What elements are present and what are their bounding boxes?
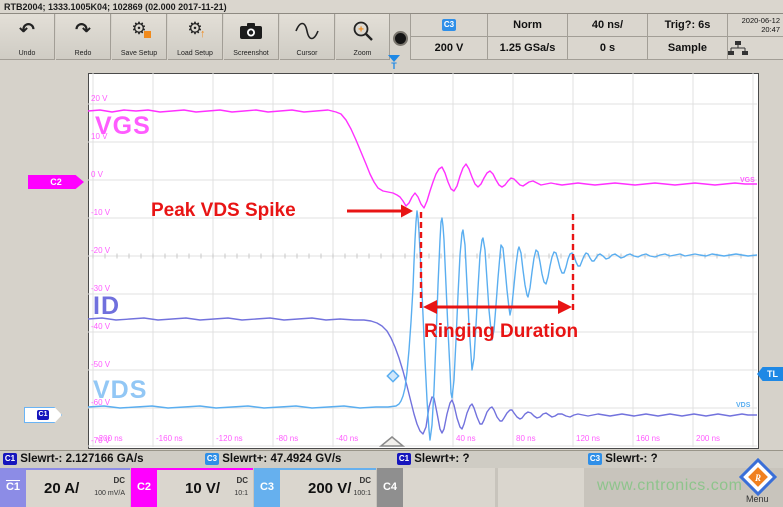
- knob-icon[interactable]: [393, 31, 408, 46]
- rohde-schwarz-logo[interactable]: R: [735, 454, 781, 500]
- c1-position-marker[interactable]: C1: [24, 407, 62, 423]
- gear-load-icon: ⚙ ↑: [187, 19, 206, 40]
- svg-text:R: R: [754, 473, 761, 483]
- acquisition-mode-cell[interactable]: Sample: [647, 37, 727, 60]
- y-tick-label: -60 V: [91, 398, 111, 407]
- measurement-2[interactable]: C3 Slewrt+: 47.4924 GV/s: [205, 453, 342, 466]
- magnifier-icon: +: [336, 19, 389, 43]
- gear-save-icon: ⚙: [112, 19, 166, 43]
- watermark: www.cntronics.com: [597, 477, 743, 494]
- date-label: 2020-06-12: [741, 16, 780, 25]
- ringing-arrow-left-head: [423, 300, 437, 314]
- vds-edge-label: VDS: [736, 402, 751, 409]
- channel-c2-info[interactable]: 10 V/ DC 10:1: [157, 468, 253, 507]
- y-tick-label: -30 V: [91, 284, 111, 293]
- c3-badge: C3: [205, 453, 219, 465]
- peak-vds-spike-label: Peak VDS Spike: [151, 200, 296, 221]
- x-tick-label: 200 ns: [696, 434, 721, 443]
- channel-c1-info[interactable]: 20 A/ DC 100 mV/A: [26, 468, 130, 507]
- vgs-trace-label: VGS: [95, 112, 151, 140]
- trace-id: [88, 317, 757, 435]
- peak-arrow-head: [401, 204, 413, 218]
- y-tick-label: -10 V: [91, 208, 111, 217]
- channel-c4-info[interactable]: [403, 468, 495, 507]
- camera-icon: [224, 19, 278, 43]
- ringing-arrow-right-head: [558, 300, 572, 314]
- network-icon: [728, 41, 748, 55]
- trigger-source-badge: C3: [442, 19, 456, 32]
- x-tick-label: -40 ns: [336, 434, 359, 443]
- y-tick-label: -70 V: [91, 436, 111, 445]
- measurement-3[interactable]: C1 Slewrt+: ?: [397, 453, 470, 466]
- redo-button[interactable]: ↷ Redo: [56, 14, 111, 60]
- x-tick-label: 80 ns: [516, 434, 536, 443]
- trigger-state-cell[interactable]: Trig?: 6s: [647, 14, 727, 37]
- vds-trace-label: VDS: [93, 376, 148, 404]
- trigger-position-marker[interactable]: T: [386, 54, 402, 71]
- trigger-source-cell[interactable]: C3: [410, 14, 487, 49]
- save-setup-button[interactable]: ⚙ Save Setup: [112, 14, 167, 60]
- c1-badge: C1: [3, 453, 17, 465]
- svg-text:+: +: [358, 25, 364, 36]
- measurement-1[interactable]: C1 Slewrt-: 2.127166 GA/s: [3, 453, 144, 466]
- vgs-edge-label: VGS: [740, 177, 755, 184]
- channel-c2-tag[interactable]: C2: [131, 468, 157, 507]
- x-tick-label: 40 ns: [456, 434, 476, 443]
- y-tick-label: 10 V: [91, 132, 108, 141]
- time-label: 20:47: [761, 25, 780, 34]
- redo-icon: ↷: [75, 19, 91, 41]
- undo-icon: ↶: [19, 19, 35, 41]
- trigger-point-diamond: [386, 369, 400, 383]
- measurement-4[interactable]: C3 Slewrt-: ?: [588, 453, 658, 466]
- measurement-bar: C1 Slewrt-: 2.127166 GA/s C3 Slewrt+: 47…: [0, 450, 783, 469]
- window-title: RTB2004; 1333.1005K04; 102869 (02.000 20…: [0, 0, 783, 14]
- screenshot-button[interactable]: Screenshot: [224, 14, 279, 60]
- x-tick-label: -80 ns: [276, 434, 299, 443]
- sine-wave-icon: [280, 19, 334, 43]
- id-trace-label: ID: [93, 292, 120, 320]
- x-tick-label: -120 ns: [216, 434, 243, 443]
- channel-extra-panel[interactable]: [498, 468, 584, 507]
- trigger-mode-cell[interactable]: Norm: [487, 14, 567, 37]
- load-setup-button[interactable]: ⚙ ↑ Load Setup: [168, 14, 223, 60]
- trace-vds: [88, 210, 758, 441]
- channel-c1-tag[interactable]: C1: [0, 468, 26, 507]
- network-status-cell: [727, 37, 783, 60]
- sample-rate-cell: 1.25 GSa/s: [487, 37, 567, 60]
- undo-button[interactable]: ↶ Undo: [0, 14, 55, 60]
- x-tick-label: 160 ns: [636, 434, 661, 443]
- cursor-button[interactable]: Cursor: [280, 14, 335, 60]
- trigger-time-triangle: [378, 436, 406, 447]
- menu-label: Menu: [746, 494, 769, 504]
- y-tick-label: 20 V: [91, 94, 108, 103]
- zoom-button[interactable]: + Zoom: [336, 14, 390, 60]
- trace-vgs: [88, 109, 757, 209]
- channel-c3-tag[interactable]: C3: [254, 468, 280, 507]
- y-tick-label: -20 V: [91, 246, 111, 255]
- x-tick-label: -160 ns: [156, 434, 183, 443]
- timebase-cell[interactable]: 40 ns/: [567, 14, 647, 37]
- channel-c3-info[interactable]: 200 V/ DC 100:1: [280, 468, 376, 507]
- c2-position-marker[interactable]: C2: [28, 175, 84, 189]
- trigger-level-tag[interactable]: TL: [757, 367, 783, 381]
- c1-badge: C1: [397, 453, 411, 465]
- c3-badge: C3: [588, 453, 602, 465]
- waveform-canvas[interactable]: [88, 73, 759, 449]
- x-tick-label: 120 ns: [576, 434, 601, 443]
- trigger-level-cell[interactable]: 200 V: [410, 37, 487, 60]
- datetime-cell: 2020-06-12 20:47: [727, 14, 783, 37]
- channel-c4-tag[interactable]: C4: [377, 468, 403, 507]
- ringing-duration-label: Ringing Duration: [424, 321, 579, 342]
- y-tick-label: -50 V: [91, 360, 111, 369]
- y-tick-label: 0 V: [91, 170, 104, 179]
- waveform-display[interactable]: [88, 73, 759, 449]
- y-tick-label: -40 V: [91, 322, 111, 331]
- horizontal-position-cell[interactable]: 0 s: [567, 37, 647, 60]
- channel-bar: C1 20 A/ DC 100 mV/A C2 10 V/ DC 10:1 C3…: [0, 457, 783, 507]
- x-tick-label: -200 ns: [96, 434, 123, 443]
